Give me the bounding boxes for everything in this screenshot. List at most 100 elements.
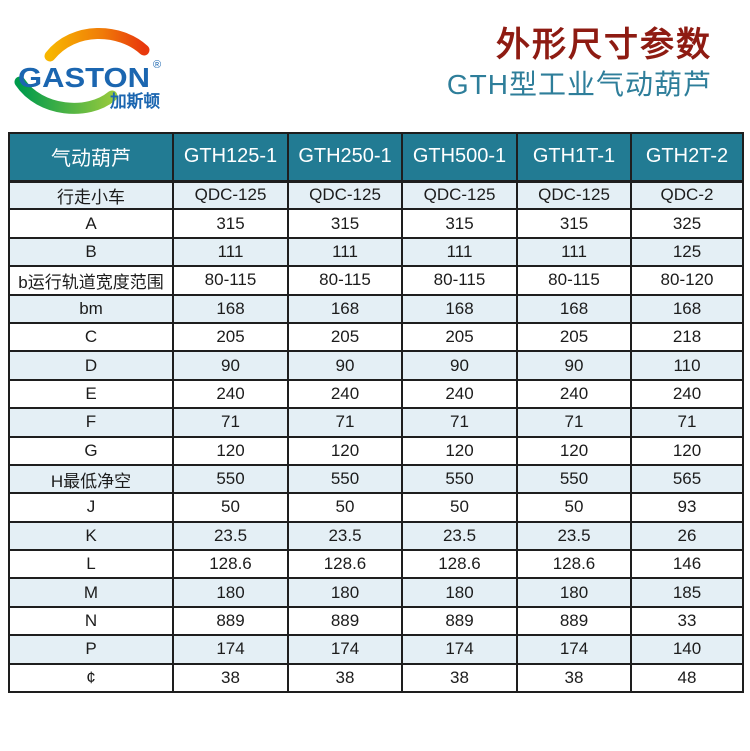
value-cell: 50	[516, 492, 632, 523]
value-cell: 90	[287, 350, 403, 381]
value-cell: 128.6	[516, 549, 632, 580]
row-label-cell: K	[8, 520, 174, 552]
value-cell: 315	[516, 208, 632, 239]
value-cell: 205	[516, 321, 632, 353]
table-row: K 23.5 23.5 23.5 23.5 26	[8, 520, 744, 552]
value-cell: 168	[287, 293, 403, 324]
value-cell: 71	[630, 407, 744, 438]
table-row: P 174 174 174 174 140	[8, 634, 744, 665]
column-header-label: 气动葫芦	[8, 132, 174, 183]
value-cell: 50	[172, 492, 289, 523]
value-cell: 128.6	[401, 549, 518, 580]
value-cell: 565	[630, 463, 744, 495]
row-label-cell: bm	[8, 293, 174, 324]
table-row: bm 168 168 168 168 168	[8, 293, 744, 324]
row-label-cell: ¢	[8, 662, 174, 694]
value-cell: 168	[630, 293, 744, 324]
logo-registered-mark: ®	[153, 59, 161, 71]
value-cell: 315	[287, 208, 403, 239]
logo-arc-top	[44, 28, 150, 62]
value-cell: QDC-125	[516, 179, 632, 211]
top-banner: GASTON ® 加斯顿 外形尺寸参数 GTH型工业气动葫芦	[0, 0, 750, 130]
value-cell: 23.5	[172, 520, 289, 552]
value-cell: 218	[630, 321, 744, 353]
table-row: H最低净空 550 550 550 550 565	[8, 463, 744, 495]
table-row: J 50 50 50 50 93	[8, 492, 744, 523]
value-cell: 550	[172, 463, 289, 495]
value-cell: 174	[287, 634, 403, 665]
value-cell: 174	[172, 634, 289, 665]
value-cell: 90	[172, 350, 289, 381]
value-cell: 889	[172, 605, 289, 637]
table-row: C 205 205 205 205 218	[8, 321, 744, 353]
title-block: 外形尺寸参数 GTH型工业气动葫芦	[447, 26, 712, 102]
value-cell: 180	[401, 577, 518, 608]
value-cell: 110	[630, 350, 744, 381]
value-cell: 240	[516, 378, 632, 410]
value-cell: 80-115	[172, 265, 289, 296]
value-cell: 111	[172, 236, 289, 268]
value-cell: 205	[172, 321, 289, 353]
value-cell: 71	[172, 407, 289, 438]
table-row: N 889 889 889 889 33	[8, 605, 744, 637]
value-cell: 80-120	[630, 265, 744, 296]
value-cell: 315	[172, 208, 289, 239]
row-label-cell: A	[8, 208, 174, 239]
value-cell: 125	[630, 236, 744, 268]
value-cell: 50	[287, 492, 403, 523]
value-cell: 90	[401, 350, 518, 381]
column-header: GTH1T-1	[516, 132, 632, 183]
row-label-cell: F	[8, 407, 174, 438]
value-cell: 71	[401, 407, 518, 438]
column-header: GTH125-1	[172, 132, 289, 183]
value-cell: QDC-125	[287, 179, 403, 211]
value-cell: 90	[516, 350, 632, 381]
row-label-cell: L	[8, 549, 174, 580]
value-cell: QDC-125	[401, 179, 518, 211]
value-cell: 50	[401, 492, 518, 523]
value-cell: 168	[172, 293, 289, 324]
value-cell: 120	[401, 435, 518, 466]
page-subtitle: GTH型工业气动葫芦	[446, 69, 712, 100]
table-row: D 90 90 90 90 110	[8, 350, 744, 381]
row-label-cell: M	[8, 577, 174, 608]
table-row: b运行轨道宽度范围 80-115 80-115 80-115 80-115 80-120	[8, 265, 744, 296]
value-cell: 80-115	[516, 265, 632, 296]
value-cell: 180	[516, 577, 632, 608]
value-cell: 80-115	[287, 265, 403, 296]
row-label-cell: B	[8, 236, 174, 268]
value-cell: 120	[630, 435, 744, 466]
value-cell: 48	[630, 662, 744, 694]
table-header-row: 气动葫芦 GTH125-1 GTH250-1 GTH500-1 GTH1T-1 GTH2T…	[8, 132, 744, 183]
value-cell: 111	[516, 236, 632, 268]
value-cell: 240	[287, 378, 403, 410]
logo-arc-bottom	[14, 76, 118, 114]
table-row: ¢ 38 38 38 38 48	[8, 662, 744, 694]
value-cell: 111	[401, 236, 518, 268]
column-header: GTH250-1	[287, 132, 403, 183]
table-row: F 71 71 71 71 71	[8, 407, 744, 438]
row-label-cell: E	[8, 378, 174, 410]
page-title: 外形尺寸参数	[496, 26, 712, 64]
value-cell: 550	[516, 463, 632, 495]
row-label-cell: 行走小车	[8, 179, 174, 211]
row-label-cell: b运行轨道宽度范围	[8, 265, 174, 296]
value-cell: 185	[630, 577, 744, 608]
logo-brand-text: GASTON	[18, 62, 150, 93]
logo-brand-cn: 加斯顿	[109, 91, 160, 112]
value-cell: 146	[630, 549, 744, 580]
value-cell: 240	[172, 378, 289, 410]
value-cell: 180	[287, 577, 403, 608]
table-row: G 120 120 120 120 120	[8, 435, 744, 466]
spec-table: 气动葫芦 GTH125-1 GTH250-1 GTH500-1 GTH1T-1 GTH2T…	[8, 132, 744, 694]
gaston-logo: GASTON ® 加斯顿	[14, 28, 161, 114]
value-cell: 889	[516, 605, 632, 637]
row-label-cell: C	[8, 321, 174, 353]
value-cell: QDC-2	[630, 179, 744, 211]
table-row: L 128.6 128.6 128.6 128.6 146	[8, 549, 744, 580]
row-label-cell: N	[8, 605, 174, 637]
table-row: A 315 315 315 315 325	[8, 208, 744, 239]
row-label-cell: H最低净空	[8, 463, 174, 495]
column-header: GTH2T-2	[630, 132, 744, 183]
